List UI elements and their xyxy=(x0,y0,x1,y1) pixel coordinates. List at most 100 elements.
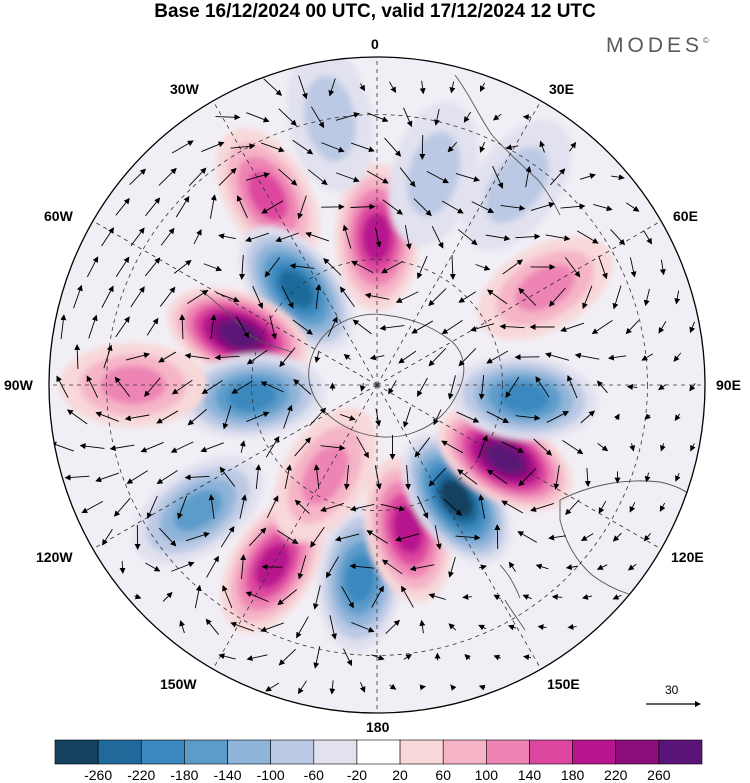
wind-arrow xyxy=(389,683,397,690)
wind-arrow xyxy=(398,350,417,364)
wind-arrow xyxy=(428,348,447,367)
wind-arrow xyxy=(409,564,435,572)
wind-arrow xyxy=(507,624,517,631)
wind-arrow xyxy=(478,684,486,691)
wind-arrow xyxy=(284,464,292,489)
wind-arrow xyxy=(580,533,594,542)
wind-arrow xyxy=(500,204,526,211)
wind-arrow xyxy=(245,172,271,181)
reference-vector-label: 30 xyxy=(665,683,679,697)
wind-arrow xyxy=(210,314,217,339)
wind-arrow xyxy=(581,594,593,600)
wind-arrow xyxy=(246,411,270,422)
wind-arrow xyxy=(447,375,456,400)
wind-arrow xyxy=(252,285,264,309)
wind-arrow xyxy=(433,109,440,126)
wind-arrow xyxy=(239,440,246,453)
wind-arrow xyxy=(216,292,240,303)
wind-arrow xyxy=(597,442,609,452)
wind-arrow xyxy=(145,197,161,217)
wind-arrow xyxy=(293,378,312,395)
wind-arrow xyxy=(159,286,176,307)
lon-label-60e: 60E xyxy=(673,208,698,224)
wind-arrow xyxy=(201,141,225,152)
wind-arrow xyxy=(674,413,681,421)
wind-arrow xyxy=(343,353,351,361)
wind-arrow xyxy=(441,440,464,454)
meridian-line xyxy=(212,100,378,386)
wind-arrow xyxy=(297,555,307,580)
wind-arrow xyxy=(219,466,236,487)
wind-arrow xyxy=(171,561,195,572)
wind-arrow xyxy=(146,317,159,336)
wind-arrow xyxy=(374,465,382,490)
lon-label-60w: 60W xyxy=(44,208,73,224)
wind-arrow xyxy=(499,323,525,330)
wind-arrow xyxy=(343,648,353,667)
wind-arrow xyxy=(156,410,179,424)
wind-arrow xyxy=(492,165,504,189)
wind-arrow xyxy=(220,525,235,548)
wind-arrow xyxy=(179,620,185,634)
wind-arrow xyxy=(95,411,119,422)
wind-arrow xyxy=(187,289,209,304)
wind-arrow xyxy=(574,352,600,360)
wind-arrow xyxy=(371,585,384,608)
wind-arrow xyxy=(550,168,566,186)
wind-arrow xyxy=(263,78,283,96)
wind-arrow xyxy=(359,682,366,693)
wind-arrow xyxy=(328,78,336,97)
wind-arrow xyxy=(403,407,412,428)
meridian-line xyxy=(212,384,378,670)
wind-arrow xyxy=(658,321,667,334)
wind-arrow xyxy=(567,623,577,630)
wind-arrow xyxy=(264,257,281,278)
wind-arrow xyxy=(457,229,478,246)
wind-arrow xyxy=(260,622,284,633)
wind-arrow xyxy=(350,203,376,210)
wind-arrow xyxy=(359,383,366,392)
wind-arrow xyxy=(381,260,404,274)
wind-arrow xyxy=(231,380,254,394)
wind-arrow xyxy=(177,495,188,520)
wind-arrow xyxy=(351,142,375,153)
wind-arrow xyxy=(464,654,471,661)
wind-arrow xyxy=(539,140,546,153)
wind-arrow xyxy=(158,351,177,363)
wind-vectors xyxy=(50,75,696,695)
wind-arrow xyxy=(478,494,486,519)
wind-arrow xyxy=(130,286,145,308)
wind-arrow xyxy=(79,443,105,450)
wind-arrow xyxy=(185,532,210,542)
wind-arrow xyxy=(200,442,224,453)
wind-arrow xyxy=(218,653,236,660)
wind-arrow xyxy=(625,320,639,335)
anomaly-contour xyxy=(440,480,473,518)
wind-arrow xyxy=(246,112,270,123)
wind-arrow xyxy=(576,230,599,244)
wind-arrow xyxy=(419,80,426,95)
lon-label-90w: 90W xyxy=(4,377,33,393)
wind-arrow xyxy=(171,140,194,154)
wind-arrow xyxy=(297,195,307,220)
wind-arrow xyxy=(349,503,375,512)
wind-arrow xyxy=(493,654,501,661)
wind-arrow xyxy=(448,557,456,578)
wind-arrow xyxy=(113,497,131,517)
wind-arrow xyxy=(548,534,566,541)
wind-arrow xyxy=(298,75,308,100)
wind-arrow xyxy=(690,443,696,452)
wind-arrow xyxy=(584,467,591,487)
wind-arrow xyxy=(598,255,608,280)
meridian-line xyxy=(92,220,378,386)
wind-arrow xyxy=(239,494,247,519)
wind-arrow xyxy=(659,259,666,276)
wind-arrow xyxy=(544,352,570,361)
wind-arrow xyxy=(660,443,666,452)
wind-arrow xyxy=(486,350,509,364)
wind-arrow xyxy=(535,563,549,570)
wind-arrow xyxy=(184,353,210,360)
wind-arrow xyxy=(115,197,130,216)
wind-arrow xyxy=(486,411,510,423)
